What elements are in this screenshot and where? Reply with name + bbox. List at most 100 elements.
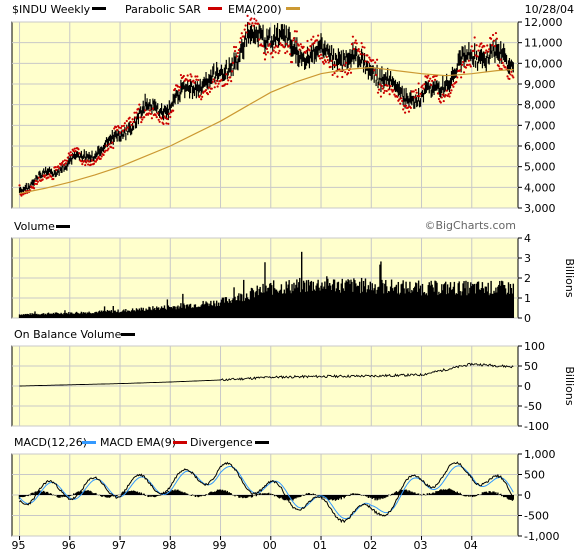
sar-dot (87, 163, 90, 166)
sar-dot (112, 146, 115, 150)
sar-dot (143, 116, 146, 119)
sar-dot (194, 75, 197, 78)
sar-dot (439, 101, 442, 104)
sar-dot (158, 120, 161, 123)
sar-dot (237, 48, 240, 52)
sar-dot (238, 41, 241, 44)
sar-dot (192, 79, 195, 82)
sar-dot (470, 45, 473, 48)
y-tick-label: 3 (524, 252, 531, 265)
sar-dot (318, 57, 322, 60)
sar-dot (512, 76, 515, 79)
sar-dot (363, 46, 366, 49)
sar-dot (230, 80, 233, 83)
sar-dot (116, 128, 119, 132)
sar-dot (344, 71, 347, 74)
sar-dot (432, 75, 436, 78)
sar-dot (68, 154, 71, 157)
sar-dot (37, 176, 40, 179)
y-tick-label: -500 (524, 510, 549, 523)
sar-dot (164, 116, 167, 119)
sar-dot (485, 49, 488, 52)
sar-dot (188, 79, 191, 82)
sar-dot (54, 166, 57, 169)
sar-dot (65, 159, 68, 162)
sar-dot (150, 117, 154, 120)
sar-dot (302, 45, 305, 48)
sar-dot (462, 71, 466, 74)
sar-dot (243, 28, 246, 31)
sar-dot (459, 69, 462, 72)
sar-dot (311, 43, 314, 46)
sar-dot (135, 111, 138, 114)
sar-dot (389, 85, 392, 88)
sar-dot (399, 102, 402, 105)
sar-dot (72, 149, 75, 153)
sar-dot (147, 112, 151, 115)
sar-dot (144, 109, 147, 112)
sar-dot (345, 61, 348, 64)
sar-dot (346, 72, 350, 75)
sar-dot (50, 175, 53, 178)
sar-dot (319, 53, 323, 56)
sar-dot (224, 83, 227, 86)
sar-dot (110, 146, 113, 149)
x-tick-label: 04 (464, 539, 478, 552)
volume-plot (18, 251, 515, 318)
sar-dot (67, 152, 70, 155)
sar-dot (417, 82, 420, 85)
sar-dot (374, 61, 377, 64)
sar-dot (447, 93, 450, 96)
sar-dot (306, 39, 309, 43)
sar-dot (426, 76, 429, 79)
y-tick-label: 0 (524, 312, 531, 325)
sar-dot (475, 44, 478, 47)
sar-dot (212, 78, 215, 81)
sar-dot (430, 83, 433, 87)
sar-dot (105, 144, 108, 147)
sar-dot (229, 76, 232, 79)
sar-dot (332, 63, 335, 67)
sar-dot (292, 37, 296, 40)
sar-dot (189, 73, 192, 76)
sar-dot (148, 109, 152, 112)
sar-dot (41, 178, 44, 181)
sar-dot (47, 176, 50, 179)
obv-units: Billions (563, 366, 576, 405)
sar-dot (419, 92, 422, 95)
sar-dot (196, 75, 199, 78)
sar-dot (265, 47, 269, 50)
sar-dot (119, 126, 123, 130)
sar-dot (258, 38, 261, 41)
sar-dot (122, 124, 125, 127)
sar-dot (510, 70, 513, 73)
sar-dot (278, 49, 281, 52)
price-legend-swatch (92, 7, 106, 10)
sar-dot (334, 64, 337, 67)
sar-dot (80, 160, 83, 163)
sar-dot (293, 30, 297, 33)
sar-dot (74, 150, 77, 153)
sar-dot (484, 51, 487, 54)
sar-dot (427, 74, 430, 77)
sar-dot (268, 42, 271, 46)
sar-dot (436, 92, 440, 95)
sar-dot (242, 35, 245, 38)
macd-line (19, 461, 514, 524)
sar-dot (442, 99, 445, 103)
y-tick-label: 9,000 (524, 78, 556, 91)
sar-dot (406, 106, 410, 109)
sar-dot (36, 180, 39, 183)
sar-dot (85, 161, 88, 164)
sar-dot (240, 32, 243, 35)
sar-dot (271, 56, 274, 59)
y-tick-label: -1,000 (524, 530, 559, 543)
sar-dot (55, 168, 58, 172)
macd-ema-swatch (173, 441, 187, 444)
sar-dot (151, 107, 154, 110)
sar-dot (333, 72, 336, 75)
sar-dot (190, 75, 193, 78)
sar-dot (284, 51, 287, 55)
sar-dot (33, 182, 37, 185)
